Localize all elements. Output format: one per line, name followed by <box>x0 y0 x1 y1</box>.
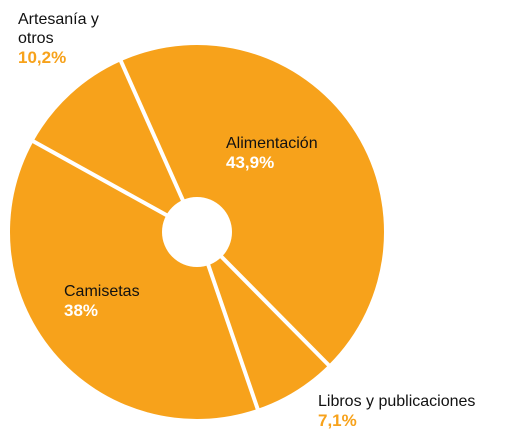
pie-slice <box>120 44 385 365</box>
pie-slice <box>197 232 329 409</box>
pie-slice <box>33 61 198 233</box>
category-label: Alimentación <box>226 135 318 152</box>
category-label: Libros y publicaciones <box>318 393 476 410</box>
pie-slice <box>9 141 258 420</box>
donut-hole <box>162 197 232 267</box>
category-label: Artesanía y otros <box>18 11 99 47</box>
value-label: 10,2% <box>18 48 67 67</box>
slice-label: Libros y publicaciones 7,1% <box>318 392 516 430</box>
value-label: 43,9% <box>226 153 275 172</box>
slice-label: Artesanía y otros 10,2% <box>18 10 113 67</box>
slice-label: Alimentación 43,9% <box>226 134 386 172</box>
slice-label: Camisetas 38% <box>64 282 204 320</box>
value-label: 38% <box>64 301 99 320</box>
value-label: 7,1% <box>318 411 357 430</box>
category-label: Camisetas <box>64 283 140 300</box>
